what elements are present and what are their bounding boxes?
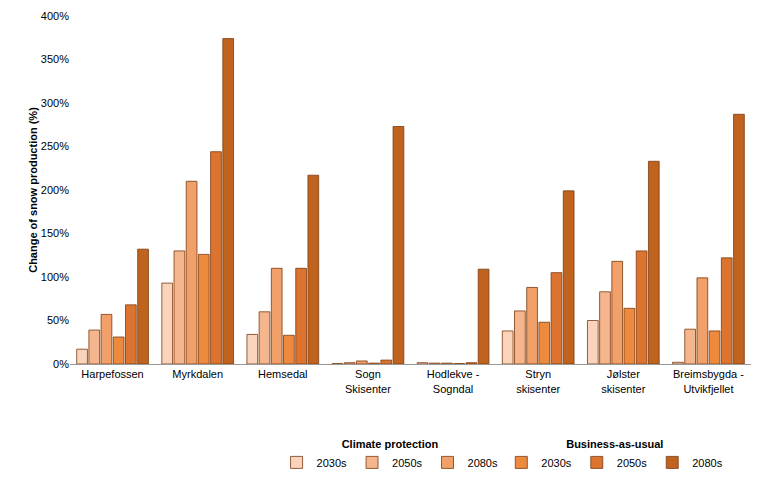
svg-text:Jølsterskisenter: Jølsterskisenter — [601, 368, 645, 394]
svg-text:Harpefossen: Harpefossen — [81, 368, 143, 380]
svg-text:400%: 400% — [41, 10, 69, 22]
svg-text:2050s: 2050s — [617, 457, 647, 469]
svg-text:Business-as-usual: Business-as-usual — [566, 438, 663, 450]
svg-text:2080s: 2080s — [468, 457, 498, 469]
svg-text:200%: 200% — [41, 184, 69, 196]
svg-text:Hemsedal: Hemsedal — [258, 368, 308, 380]
svg-text:Hodlekve -Sogndal: Hodlekve -Sogndal — [427, 368, 480, 394]
svg-text:2030s: 2030s — [541, 457, 571, 469]
svg-text:SognSkisenter: SognSkisenter — [345, 368, 391, 394]
svg-text:100%: 100% — [41, 271, 69, 283]
svg-text:300%: 300% — [41, 97, 69, 109]
svg-text:Climate protection: Climate protection — [342, 438, 439, 450]
svg-text:250%: 250% — [41, 140, 69, 152]
svg-text:Change of snow production (%): Change of snow production (%) — [27, 107, 39, 273]
svg-text:2080s: 2080s — [692, 457, 722, 469]
svg-text:2050s: 2050s — [392, 457, 422, 469]
svg-text:350%: 350% — [41, 53, 69, 65]
svg-text:50%: 50% — [47, 314, 69, 326]
svg-text:Breimsbygda -Utvikfjellet: Breimsbygda -Utvikfjellet — [673, 368, 744, 394]
svg-text:150%: 150% — [41, 227, 69, 239]
svg-text:Strynskisenter: Strynskisenter — [516, 368, 560, 394]
svg-text:Myrkdalen: Myrkdalen — [172, 368, 223, 380]
svg-text:2030s: 2030s — [317, 457, 347, 469]
svg-text:0%: 0% — [53, 358, 69, 370]
